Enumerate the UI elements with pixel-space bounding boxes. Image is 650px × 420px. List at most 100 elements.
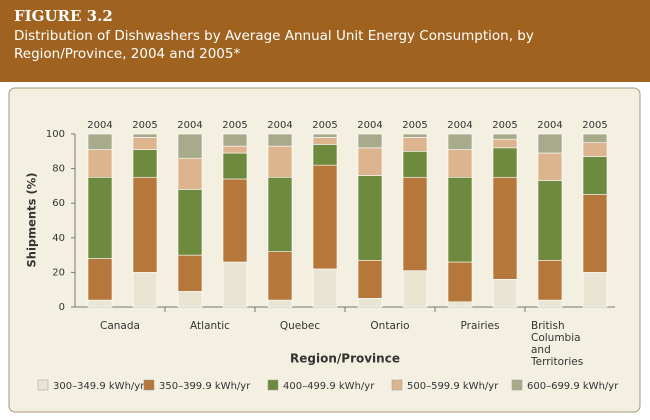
legend-label: 500–599.9 kWh/yr (407, 381, 499, 392)
bar-segment (267, 299, 293, 308)
bar-segment (357, 298, 383, 308)
legend-swatch (511, 379, 523, 391)
bar-segment (582, 133, 608, 143)
figure-label: FIGURE 3.2 (14, 7, 113, 25)
bar-segment (582, 142, 608, 157)
legend-swatch (391, 379, 403, 391)
bar-segment (222, 152, 248, 180)
bar-segment (177, 133, 203, 159)
year-label: 2005 (222, 120, 247, 131)
y-tick-label: 20 (52, 267, 65, 278)
bar-segment (357, 133, 383, 149)
y-axis-title: Shipments (%) (25, 173, 39, 268)
bar-segment (222, 261, 248, 308)
bar-segment (312, 133, 338, 138)
year-label: 2004 (87, 120, 112, 131)
bar-segment (447, 301, 473, 308)
bar-segment (132, 137, 158, 150)
bar-segment (222, 133, 248, 147)
year-label: 2004 (537, 120, 562, 131)
bar-segment (267, 251, 293, 301)
bar-segment (492, 176, 518, 280)
bar-segment (132, 272, 158, 308)
legend-label: 350–399.9 kWh/yr (159, 381, 251, 392)
x-tick-label: British Columbia and Territories (531, 320, 584, 368)
bar-segment (222, 178, 248, 263)
bar-segment (222, 145, 248, 154)
legend-swatch (37, 379, 49, 391)
bar-segment (402, 176, 428, 271)
bar-segment (582, 156, 608, 195)
bar-segment (537, 299, 563, 308)
bar-segment (537, 152, 563, 182)
bar-segment (132, 149, 158, 178)
bar-segment (447, 149, 473, 178)
bar-segment (447, 261, 473, 303)
legend-label: 300–349.9 kWh/yr (53, 381, 145, 392)
year-label: 2005 (132, 120, 157, 131)
x-tick-label: Quebec (279, 320, 321, 332)
bar-segment (492, 133, 518, 140)
bar-segment (87, 149, 113, 178)
year-label: 2005 (582, 120, 607, 131)
bar-segment (267, 133, 293, 147)
year-label: 2004 (447, 120, 472, 131)
bar-segment (492, 147, 518, 178)
legend-swatch (267, 379, 279, 391)
bar-segment (312, 268, 338, 308)
bar-segment (87, 133, 113, 150)
x-axis-title: Region/Province (290, 352, 400, 366)
bar-segment (177, 189, 203, 256)
bar-segment (312, 144, 338, 166)
bar-segment (267, 176, 293, 252)
bar-segment (402, 270, 428, 308)
bar-segment (357, 147, 383, 176)
year-label: 2005 (312, 120, 337, 131)
x-tick-label: Ontario (370, 320, 410, 332)
y-tick-label: 80 (52, 164, 65, 175)
y-tick-label: 40 (52, 233, 65, 244)
chart-title: Distribution of Dishwashers by Average A… (14, 28, 534, 62)
y-tick-label: 0 (59, 302, 65, 313)
bar-segment (582, 272, 608, 308)
legend-label: 600–699.9 kWh/yr (527, 381, 619, 392)
y-tick-label: 60 (52, 198, 65, 209)
bar-segment (87, 258, 113, 301)
bar-segment (402, 137, 428, 152)
bar-segment (537, 259, 563, 301)
bar-segment (132, 176, 158, 273)
bar-segment (177, 291, 203, 308)
bar-segment (447, 176, 473, 263)
bar-segment (177, 157, 203, 190)
bar-segment (132, 133, 158, 138)
bar-segment (312, 137, 338, 145)
bar-segment (492, 138, 518, 149)
bar-segment (267, 145, 293, 178)
bar-segment (87, 299, 113, 308)
bar-segment (447, 133, 473, 150)
legend-swatch (143, 379, 155, 391)
bar-segment (537, 133, 563, 154)
bar-segment (357, 175, 383, 261)
bar-segment (402, 151, 428, 178)
x-tick-label: Prairies (460, 320, 500, 332)
x-tick-label: Canada (100, 320, 140, 332)
legend-label: 400–499.9 kWh/yr (283, 381, 375, 392)
bar-segment (582, 194, 608, 273)
bar-segment (492, 279, 518, 308)
bar-segment (357, 259, 383, 299)
year-label: 2005 (492, 120, 517, 131)
bar-segment (402, 133, 428, 138)
year-label: 2004 (177, 120, 202, 131)
bar-segment (537, 180, 563, 261)
x-tick-label: Atlantic (190, 320, 230, 332)
bar-segment (177, 254, 203, 292)
year-label: 2004 (357, 120, 382, 131)
bar-segment (87, 176, 113, 259)
y-tick-label: 100 (46, 129, 65, 140)
year-label: 2005 (402, 120, 427, 131)
bar-segment (312, 164, 338, 270)
year-label: 2004 (267, 120, 292, 131)
